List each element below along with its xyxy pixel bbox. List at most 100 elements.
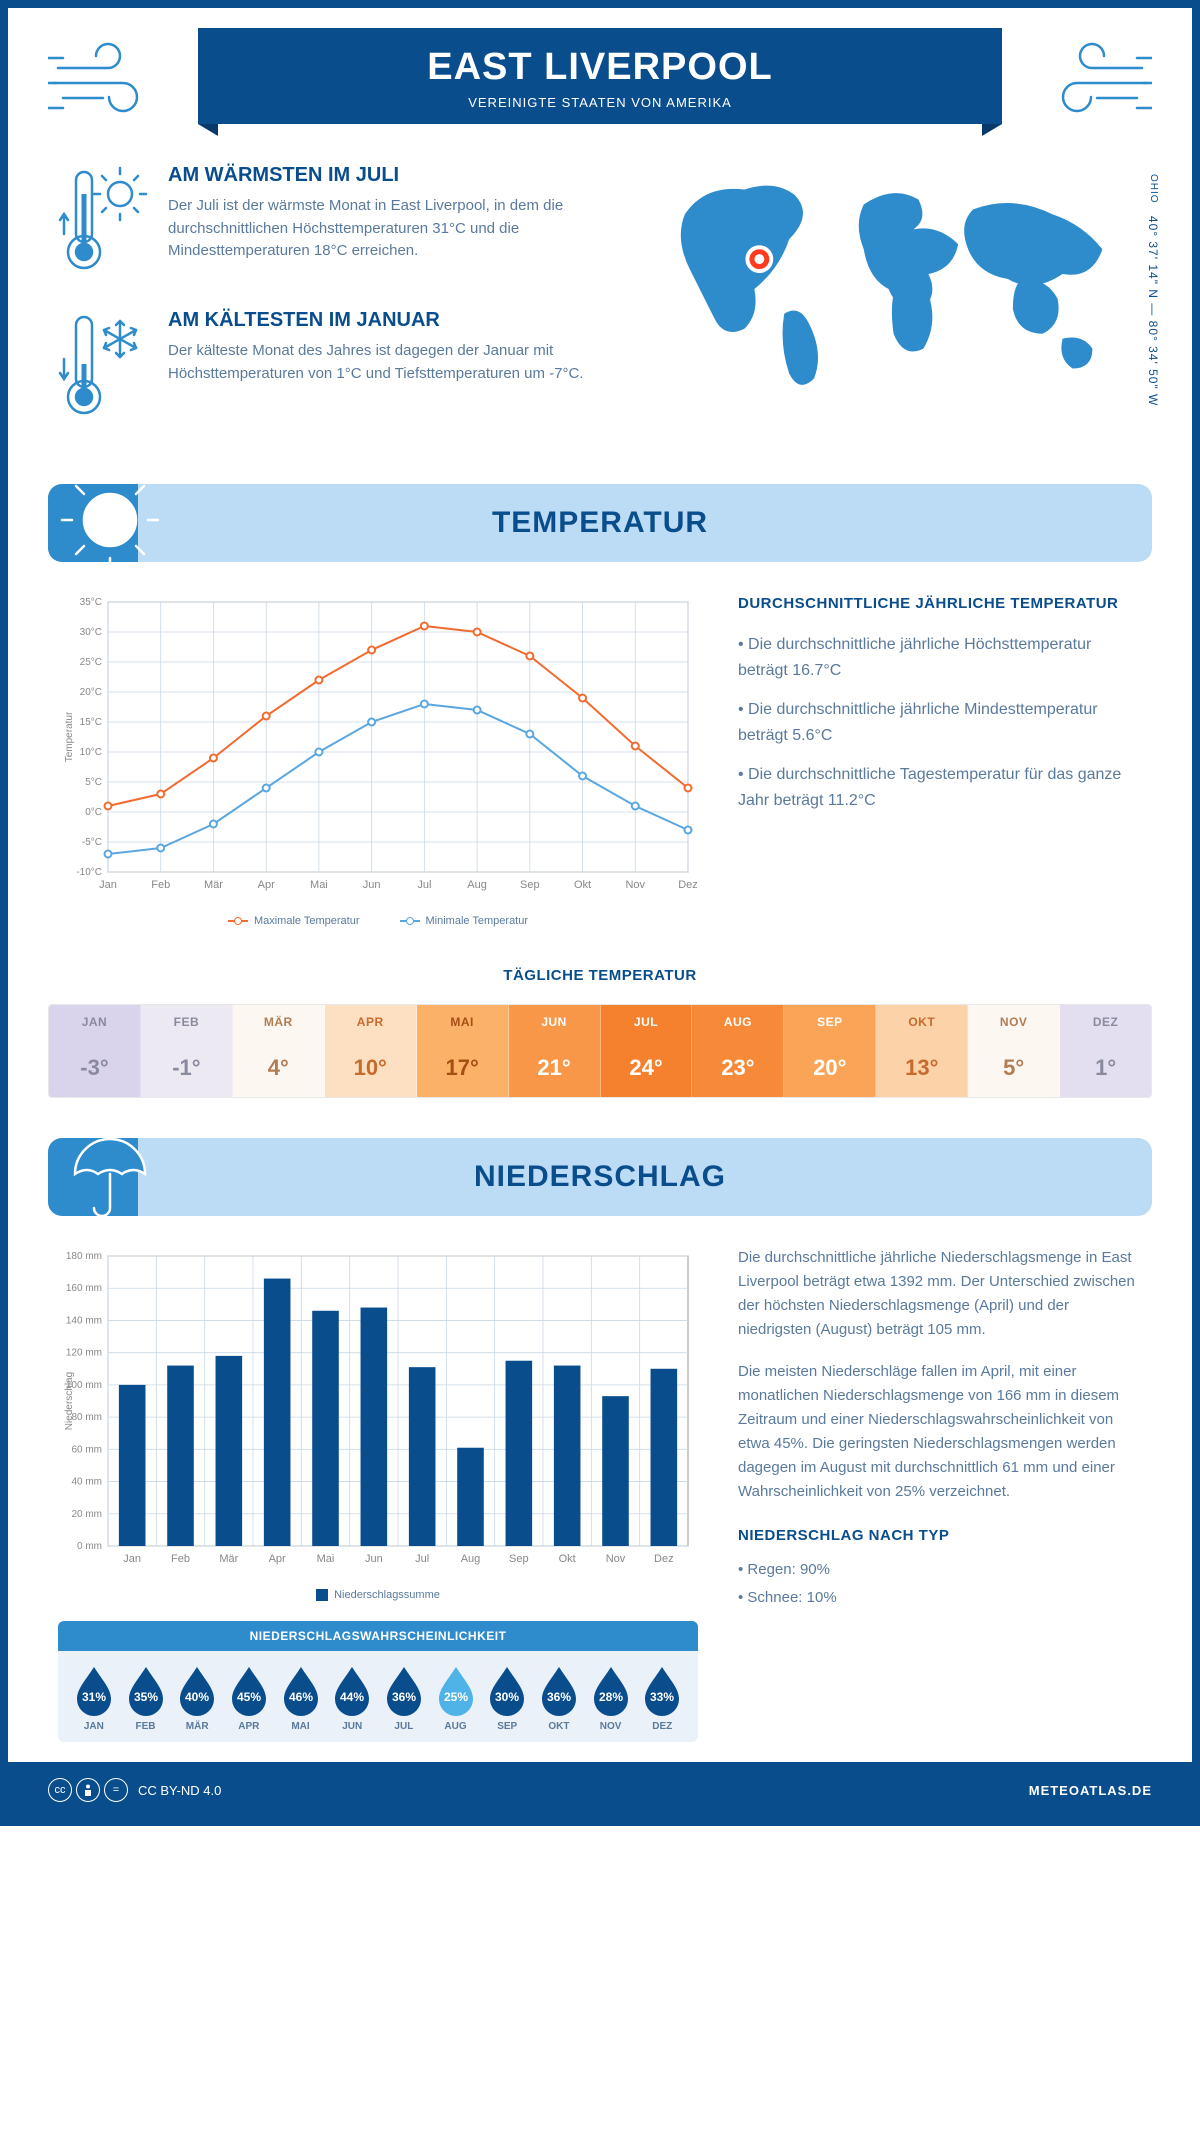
svg-text:31%: 31% bbox=[82, 1690, 106, 1704]
title-banner: EAST LIVERPOOL VEREINIGTE STAATEN VON AM… bbox=[198, 28, 1002, 124]
page-title: EAST LIVERPOOL bbox=[198, 46, 1002, 89]
probability-drop: 46%MAI bbox=[275, 1665, 327, 1732]
svg-text:Sep: Sep bbox=[509, 1553, 529, 1565]
svg-text:80 mm: 80 mm bbox=[71, 1412, 102, 1423]
temp-chart-legend: Maximale Temperatur Minimale Temperatur bbox=[58, 915, 698, 927]
svg-text:Mai: Mai bbox=[310, 879, 328, 891]
daily-temp-cell: DEZ1° bbox=[1060, 1005, 1151, 1097]
coldest-text: Der kälteste Monat des Jahres ist dagege… bbox=[168, 340, 605, 385]
svg-text:180 mm: 180 mm bbox=[66, 1251, 102, 1262]
svg-text:Mär: Mär bbox=[219, 1553, 238, 1565]
precip-chart-legend: Niederschlagssumme bbox=[58, 1589, 698, 1601]
intro-section: AM WÄRMSTEN IM JULI Der Juli ist der wär… bbox=[8, 134, 1192, 474]
svg-text:30°C: 30°C bbox=[80, 627, 102, 638]
daily-temp-cell: OKT13° bbox=[876, 1005, 968, 1097]
svg-text:Aug: Aug bbox=[461, 1553, 481, 1565]
svg-text:10°C: 10°C bbox=[80, 747, 102, 758]
svg-text:28%: 28% bbox=[599, 1690, 623, 1704]
svg-text:Apr: Apr bbox=[258, 879, 275, 891]
probability-drop: 36%OKT bbox=[533, 1665, 585, 1732]
svg-text:Mai: Mai bbox=[317, 1553, 335, 1565]
svg-text:46%: 46% bbox=[289, 1690, 313, 1704]
svg-text:Temperatur: Temperatur bbox=[64, 711, 75, 762]
warmest-text: Der Juli ist der wärmste Monat in East L… bbox=[168, 195, 605, 263]
svg-text:Aug: Aug bbox=[467, 879, 487, 891]
svg-text:35°C: 35°C bbox=[80, 597, 102, 608]
probability-drop: 30%SEP bbox=[481, 1665, 533, 1732]
section-header-temperature: TEMPERATUR bbox=[48, 484, 1152, 562]
svg-text:120 mm: 120 mm bbox=[66, 1348, 102, 1359]
umbrella-icon bbox=[60, 1124, 160, 1229]
daily-temp-cell: SEP20° bbox=[784, 1005, 876, 1097]
svg-text:25°C: 25°C bbox=[80, 657, 102, 668]
daily-temp-cell: MÄR4° bbox=[233, 1005, 325, 1097]
warmest-block: AM WÄRMSTEN IM JULI Der Juli ist der wär… bbox=[58, 164, 605, 279]
svg-text:Sep: Sep bbox=[520, 879, 540, 891]
wind-icon-right bbox=[1042, 38, 1152, 133]
thermometer-hot-icon bbox=[58, 164, 148, 279]
svg-text:45%: 45% bbox=[237, 1690, 261, 1704]
brand-label: METEOATLAS.DE bbox=[1029, 1783, 1152, 1798]
probability-drop: 44%JUN bbox=[326, 1665, 378, 1732]
svg-text:Jan: Jan bbox=[123, 1553, 141, 1565]
daily-temp-cell: APR10° bbox=[325, 1005, 417, 1097]
svg-text:Niederschlag: Niederschlag bbox=[64, 1372, 75, 1430]
probability-drop: 45%APR bbox=[223, 1665, 275, 1732]
svg-text:5°C: 5°C bbox=[85, 777, 102, 788]
svg-text:20 mm: 20 mm bbox=[71, 1509, 102, 1520]
daily-temp-cell: FEB-1° bbox=[141, 1005, 233, 1097]
svg-text:Nov: Nov bbox=[606, 1553, 626, 1565]
coordinates-label: OHIO 40° 37' 14" N — 80° 34' 50" W bbox=[1146, 174, 1160, 406]
thermometer-cold-icon bbox=[58, 309, 148, 424]
svg-text:-5°C: -5°C bbox=[82, 837, 102, 848]
svg-text:Okt: Okt bbox=[574, 879, 591, 891]
svg-text:Apr: Apr bbox=[269, 1553, 286, 1565]
daily-temp-cell: AUG23° bbox=[692, 1005, 784, 1097]
svg-text:Okt: Okt bbox=[559, 1553, 576, 1565]
svg-text:25%: 25% bbox=[444, 1690, 468, 1704]
daily-temp-cell: JUL24° bbox=[601, 1005, 693, 1097]
probability-drop: 36%JUL bbox=[378, 1665, 430, 1732]
svg-text:44%: 44% bbox=[340, 1690, 364, 1704]
svg-text:Jul: Jul bbox=[417, 879, 431, 891]
svg-text:Feb: Feb bbox=[171, 1553, 190, 1565]
cc-icon: cc bbox=[48, 1778, 72, 1802]
daily-temp-cell: MAI17° bbox=[417, 1005, 509, 1097]
daily-temp-cell: NOV5° bbox=[968, 1005, 1060, 1097]
by-icon bbox=[76, 1778, 100, 1802]
footer: cc = CC BY-ND 4.0 METEOATLAS.DE bbox=[8, 1762, 1192, 1818]
probability-drop: 35%FEB bbox=[120, 1665, 172, 1732]
temperature-summary-text: DURCHSCHNITTLICHE JÄHRLICHE TEMPERATUR •… bbox=[738, 592, 1142, 927]
svg-text:33%: 33% bbox=[650, 1690, 674, 1704]
wind-icon-left bbox=[48, 38, 158, 133]
svg-text:Dez: Dez bbox=[678, 879, 698, 891]
svg-text:140 mm: 140 mm bbox=[66, 1315, 102, 1326]
svg-text:35%: 35% bbox=[133, 1690, 157, 1704]
svg-text:36%: 36% bbox=[392, 1690, 416, 1704]
map-region: OHIO 40° 37' 14" N — 80° 34' 50" W bbox=[645, 164, 1142, 454]
temperature-line-chart: -10°C-5°C0°C5°C10°C15°C20°C25°C30°C35°CJ… bbox=[58, 592, 698, 927]
svg-text:Jul: Jul bbox=[415, 1553, 429, 1565]
svg-text:Mär: Mär bbox=[204, 879, 223, 891]
warmest-title: AM WÄRMSTEN IM JULI bbox=[168, 164, 605, 187]
svg-text:Feb: Feb bbox=[151, 879, 170, 891]
svg-text:Dez: Dez bbox=[654, 1553, 674, 1565]
svg-text:40%: 40% bbox=[185, 1690, 209, 1704]
page-subtitle: VEREINIGTE STAATEN VON AMERIKA bbox=[198, 95, 1002, 110]
header: EAST LIVERPOOL VEREINIGTE STAATEN VON AM… bbox=[8, 8, 1192, 134]
svg-text:Jun: Jun bbox=[365, 1553, 383, 1565]
license-label: cc = CC BY-ND 4.0 bbox=[48, 1778, 221, 1802]
svg-text:30%: 30% bbox=[495, 1690, 519, 1704]
probability-drop: 31%JAN bbox=[68, 1665, 120, 1732]
section-title-temp: TEMPERATUR bbox=[48, 506, 1152, 540]
svg-text:160 mm: 160 mm bbox=[66, 1283, 102, 1294]
probability-drop: 28%NOV bbox=[585, 1665, 637, 1732]
daily-temp-cell: JAN-3° bbox=[49, 1005, 141, 1097]
svg-text:40 mm: 40 mm bbox=[71, 1477, 102, 1488]
svg-text:Nov: Nov bbox=[625, 879, 645, 891]
daily-temp-cell: JUN21° bbox=[509, 1005, 601, 1097]
svg-text:Jun: Jun bbox=[363, 879, 381, 891]
svg-text:15°C: 15°C bbox=[80, 717, 102, 728]
svg-text:36%: 36% bbox=[547, 1690, 571, 1704]
svg-text:-10°C: -10°C bbox=[76, 867, 102, 878]
